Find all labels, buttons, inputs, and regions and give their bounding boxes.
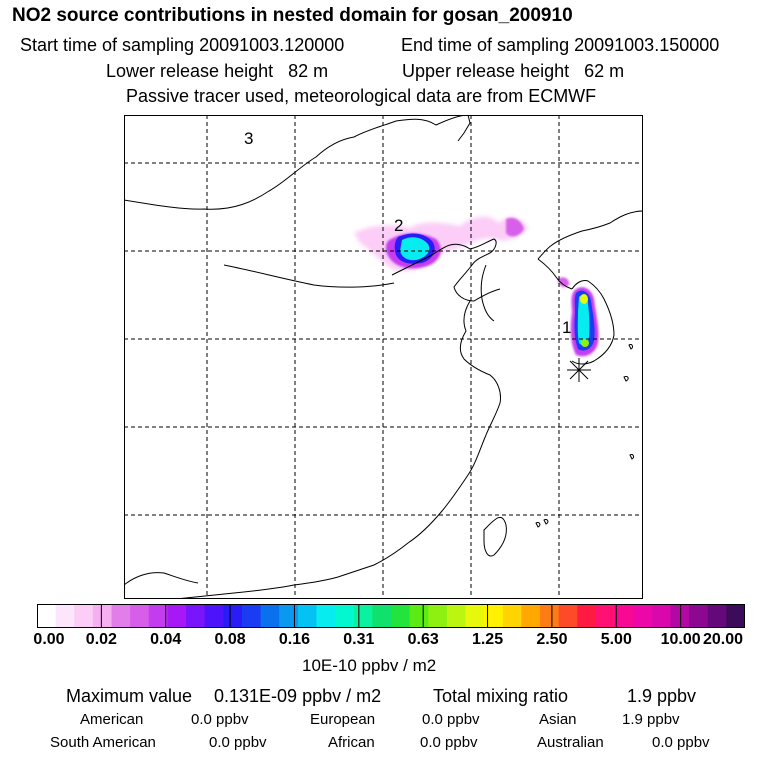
graticule (124, 115, 643, 599)
colorbar-cell (689, 604, 709, 628)
plume-korea-peak-north (580, 294, 588, 304)
start-time-value: 20091003.120000 (199, 35, 345, 55)
colorbar-cell (74, 604, 94, 628)
colorbar-cell (186, 604, 206, 628)
colorbar-tick-label: 0.16 (278, 631, 311, 648)
source-label-3: 3 (244, 129, 253, 148)
colorbar-cell (465, 604, 485, 628)
colorbar-cell (558, 604, 578, 628)
colorbar-cell (595, 604, 616, 628)
region-australian-name: Australian (537, 734, 604, 751)
lower-release-height: Lower release height 82 m (106, 61, 328, 82)
total-mixing-value: 1.9 ppbv (627, 686, 697, 706)
colorbar-cell (670, 604, 690, 628)
max-value-label: Maximum value (66, 686, 193, 706)
end-time-value: 20091003.150000 (574, 35, 720, 55)
colorbar-cell (614, 604, 634, 628)
colorbar-cell (502, 604, 523, 628)
map-panel: 1 2 3 (124, 115, 643, 599)
region-american-name: American (80, 711, 144, 728)
region-african-value: 0.0 ppbv (420, 734, 478, 751)
plume-korea-core (577, 294, 590, 345)
colorbar-cell (167, 604, 187, 628)
region-australian-value: 0.0 ppbv (652, 734, 710, 751)
total-mixing-label: Total mixing ratio (433, 686, 569, 706)
colorbar-tick-label: 0.31 (343, 631, 375, 648)
colorbar-cell (316, 604, 336, 628)
plume-korea-spot (558, 277, 570, 287)
colorbar-cell (651, 604, 672, 628)
receptor-star-icon (567, 358, 591, 382)
colorbar-cell (633, 604, 653, 628)
colorbar-tick-label: 5.00 (600, 631, 632, 648)
colorbar-cell (241, 604, 262, 628)
plot-title: NO2 source contributions in nested domai… (12, 5, 573, 26)
region-asian-value: 1.9 ppbv (622, 711, 680, 728)
colorbar-tick-label: 0.02 (85, 631, 117, 648)
plume-north-china (354, 216, 528, 271)
plume-ne-lobe (506, 217, 524, 237)
colorbar-tick-label: 0.08 (214, 631, 246, 648)
region-south-american-value: 0.0 ppbv (209, 734, 267, 751)
colorbar-tick-label: 0.00 (33, 631, 65, 648)
coastlines (124, 115, 643, 599)
start-time-label: Start time of sampling (20, 35, 195, 55)
colorbar-cell (726, 604, 745, 628)
tracer-note: Passive tracer used, meteorological data… (126, 86, 597, 106)
colorbar-cell (428, 604, 448, 628)
region-south-american-name: South American (50, 734, 156, 751)
lower-release-label: Lower release height (106, 61, 274, 81)
colorbar-cell (260, 604, 280, 628)
region-american-value: 0.0 ppbv (191, 711, 249, 728)
colorbar-tick-label: 1.25 (471, 631, 504, 648)
colorbar-cell (223, 604, 243, 628)
upper-release-value: 62 m (584, 61, 625, 81)
colorbar-cell (130, 604, 150, 628)
region-asian-name: Asian (539, 711, 577, 728)
colorbar-tick-label: 0.04 (150, 631, 182, 648)
region-african-name: African (328, 734, 375, 751)
colorbar-cell (55, 604, 75, 628)
colorbar-tick-label: 0.63 (407, 631, 439, 648)
colorbar-cell (297, 604, 318, 628)
region-european-name: European (310, 711, 376, 728)
colorbar-cell (409, 604, 429, 628)
upper-release-label: Upper release height (402, 61, 570, 81)
max-value: 0.131E-09 ppbv / m2 (214, 686, 382, 706)
colorbar-cell (540, 604, 560, 628)
end-time-label: End time of sampling (401, 35, 570, 55)
colorbar-cell (521, 604, 541, 628)
colorbar-cell (707, 604, 727, 628)
colorbar-cell (577, 604, 597, 628)
end-time: End time of sampling 20091003.150000 (401, 35, 719, 56)
plume-core (400, 237, 430, 261)
source-label-2: 2 (394, 216, 403, 235)
colorbar-cell (279, 604, 299, 628)
colorbar-cell (484, 604, 504, 628)
map-frame (124, 115, 643, 599)
colorbar-tick-label: 2.50 (536, 631, 568, 648)
colorbar-tick-label: 10.00 (660, 631, 701, 648)
colorbar-cell (353, 604, 373, 628)
colorbar-cell (204, 604, 224, 628)
region-european-value: 0.0 ppbv (422, 711, 480, 728)
colorbar-cell (335, 604, 355, 628)
colorbar-cell (37, 604, 57, 628)
plume-outer (354, 216, 528, 271)
colorbar-units: 10E-10 ppbv / m2 (302, 656, 437, 675)
colorbar (37, 604, 745, 628)
colorbar-cell (111, 604, 131, 628)
colorbar-cell (92, 604, 113, 628)
plume-korea-peak-south (581, 339, 589, 347)
upper-release-height: Upper release height 62 m (402, 61, 624, 82)
colorbar-cell (148, 604, 169, 628)
plume-korea (558, 277, 599, 357)
lower-release-value: 82 m (288, 61, 329, 81)
start-time: Start time of sampling 20091003.120000 (20, 35, 344, 56)
colorbar-cell (446, 604, 467, 628)
source-label-1: 1 (562, 318, 571, 337)
colorbar-tick-label: 20.00 (702, 631, 744, 648)
colorbar-cell (372, 604, 392, 628)
colorbar-cell (391, 604, 411, 628)
